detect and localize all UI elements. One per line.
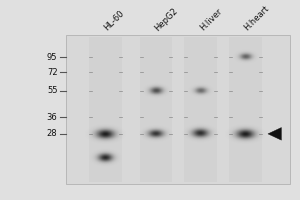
Bar: [184, 37, 217, 182]
Bar: [66, 35, 290, 184]
Bar: [229, 37, 262, 182]
Text: H.liver: H.liver: [198, 7, 224, 33]
Text: 36: 36: [47, 113, 57, 122]
Text: HepG2: HepG2: [153, 6, 180, 33]
Text: 72: 72: [47, 68, 57, 77]
Text: 28: 28: [47, 129, 57, 138]
Text: HL-60: HL-60: [102, 9, 126, 33]
Bar: [140, 37, 172, 182]
Text: H.heart: H.heart: [243, 4, 271, 33]
Polygon shape: [268, 128, 281, 140]
Text: 95: 95: [47, 53, 57, 62]
Bar: [89, 37, 122, 182]
Text: 55: 55: [47, 86, 57, 95]
